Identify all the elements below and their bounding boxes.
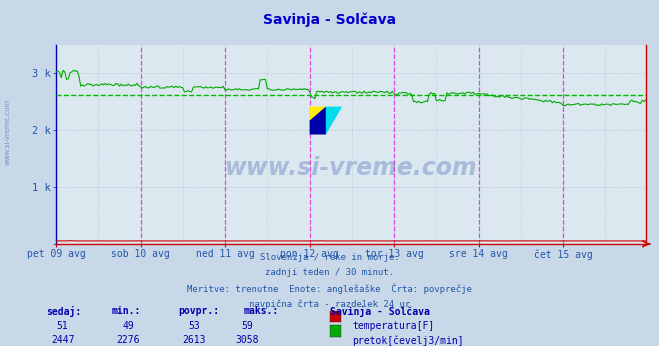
Text: Meritve: trenutne  Enote: anglešaške  Črta: povprečje: Meritve: trenutne Enote: anglešaške Črta… — [187, 284, 472, 294]
Text: zadnji teden / 30 minut.: zadnji teden / 30 minut. — [265, 268, 394, 277]
Text: Slovenija / reke in morje.: Slovenija / reke in morje. — [260, 253, 399, 262]
Polygon shape — [310, 107, 326, 121]
Text: temperatura[F]: temperatura[F] — [353, 321, 435, 331]
Text: pretok[čevelj3/min]: pretok[čevelj3/min] — [353, 335, 464, 346]
Text: 2447: 2447 — [51, 335, 74, 345]
Text: Savinja - Solčava: Savinja - Solčava — [330, 306, 430, 317]
Text: 3058: 3058 — [235, 335, 259, 345]
Text: www.si-vreme.com: www.si-vreme.com — [225, 156, 477, 180]
Text: povpr.:: povpr.: — [178, 306, 219, 316]
Text: 2613: 2613 — [183, 335, 206, 345]
Polygon shape — [326, 107, 342, 135]
Text: www.si-vreme.com: www.si-vreme.com — [5, 98, 11, 165]
Text: 49: 49 — [123, 321, 134, 331]
Text: min.:: min.: — [112, 306, 142, 316]
Text: Savinja - Solčava: Savinja - Solčava — [263, 12, 396, 27]
Text: sedaj:: sedaj: — [46, 306, 81, 317]
Text: maks.:: maks.: — [244, 306, 279, 316]
Polygon shape — [310, 107, 326, 135]
Text: 53: 53 — [188, 321, 200, 331]
Text: 59: 59 — [241, 321, 253, 331]
Text: navpična črta - razdelek 24 ur: navpična črta - razdelek 24 ur — [249, 299, 410, 309]
Text: 51: 51 — [57, 321, 69, 331]
Text: 2276: 2276 — [117, 335, 140, 345]
